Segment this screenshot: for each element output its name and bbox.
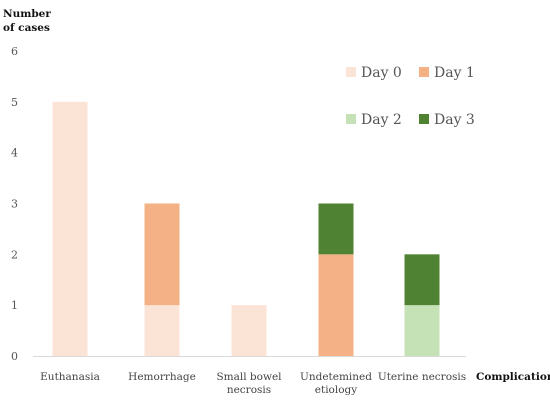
legend-label: Day 3: [434, 112, 475, 128]
bar-segment: [52, 101, 88, 356]
y-tick-label: 6: [11, 45, 18, 58]
y-axis-title-line-2: of cases: [3, 22, 50, 34]
bar-segment: [144, 203, 180, 306]
bars: [52, 101, 440, 356]
bar-segment: [144, 305, 180, 356]
legend-swatch: [419, 114, 429, 124]
y-tick-label: 2: [11, 248, 18, 261]
bar-segment: [404, 254, 440, 306]
y-tick-label: 0: [11, 350, 18, 363]
category-label: Euthanasia: [40, 371, 100, 383]
bar-segment: [318, 203, 354, 255]
y-axis-title-line-1: Number: [3, 8, 51, 20]
y-tick-label: 3: [11, 198, 18, 211]
legend-label: Day 0: [361, 65, 402, 81]
y-tick-label: 4: [11, 147, 18, 160]
bar-segment: [404, 305, 440, 356]
legend-label: Day 1: [434, 65, 475, 81]
y-tick-label: 1: [11, 299, 18, 312]
category-label: Hemorrhage: [128, 371, 196, 383]
legend-swatch: [419, 67, 429, 77]
category-label: Uterine necrosis: [378, 371, 466, 383]
legend: Day 0 Day 1 Day 2 Day 3: [346, 65, 475, 128]
legend-swatch: [346, 114, 356, 124]
y-axis-ticks: 0 1 2 3 4 5 6: [11, 45, 18, 363]
category-label: etiology: [315, 384, 358, 396]
x-axis-title: Complications: [476, 371, 550, 383]
bar-segment: [318, 254, 354, 356]
legend-swatch: [346, 67, 356, 77]
bar-segment: [231, 305, 267, 356]
legend-label: Day 2: [361, 112, 402, 128]
category-label: Small bowel: [216, 371, 282, 383]
y-tick-label: 5: [11, 96, 18, 109]
category-label: Undetemined: [300, 371, 372, 383]
category-label: necrosis: [227, 384, 271, 396]
